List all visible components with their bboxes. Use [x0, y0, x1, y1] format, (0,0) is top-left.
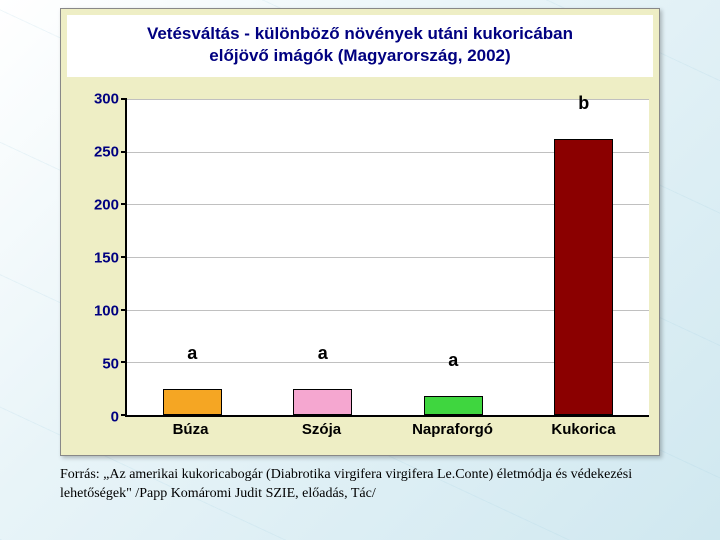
y-axis: 050100150200250300	[81, 99, 125, 417]
x-tick-label: Búza	[173, 421, 209, 438]
bar	[424, 396, 483, 415]
y-tick-label: 300	[81, 91, 119, 108]
y-tick-label: 150	[81, 250, 119, 267]
caption-line2: lehetőségek" /Papp Komáromi Judit SZIE, …	[60, 486, 376, 501]
y-tick-mark	[121, 309, 127, 311]
y-tick-label: 200	[81, 197, 119, 214]
y-tick-label: 100	[81, 303, 119, 320]
plot-area: 050100150200250300 aaab BúzaSzójaNaprafo…	[81, 99, 649, 441]
y-tick-mark	[121, 98, 127, 100]
source-caption: Forrás: „Az amerikai kukoricabogár (Diab…	[60, 466, 660, 504]
chart-title: Vetésváltás - különböző növények utáni k…	[67, 15, 653, 77]
grid-line	[127, 99, 649, 100]
chart-title-line1: Vetésváltás - különböző növények utáni k…	[77, 23, 643, 45]
bar-group-label: a	[187, 343, 197, 366]
x-tick-label: Napraforgó	[412, 421, 493, 438]
bar-group-label: b	[578, 93, 589, 116]
y-tick-mark	[121, 256, 127, 258]
chart-title-line2: előjövő imágók (Magyarország, 2002)	[77, 45, 643, 67]
y-tick-mark	[121, 361, 127, 363]
bar	[293, 389, 352, 415]
x-axis-labels: Búza Szója Napraforgó Kukorica	[125, 417, 649, 441]
x-tick-label: Szója	[302, 421, 341, 438]
plot: aaab	[125, 99, 649, 417]
chart-card: Vetésváltás - különböző növények utáni k…	[60, 8, 660, 456]
bar	[554, 139, 613, 415]
caption-line1: Forrás: „Az amerikai kukoricabogár (Diab…	[60, 467, 632, 482]
y-tick-mark	[121, 151, 127, 153]
y-tick-label: 250	[81, 144, 119, 161]
y-tick-mark	[121, 414, 127, 416]
x-tick-label: Kukorica	[551, 421, 615, 438]
y-tick-label: 50	[81, 356, 119, 373]
bar-group-label: a	[448, 350, 458, 373]
y-tick-mark	[121, 203, 127, 205]
bar-group-label: a	[318, 343, 328, 366]
bar	[163, 389, 222, 415]
y-tick-label: 0	[81, 409, 119, 426]
